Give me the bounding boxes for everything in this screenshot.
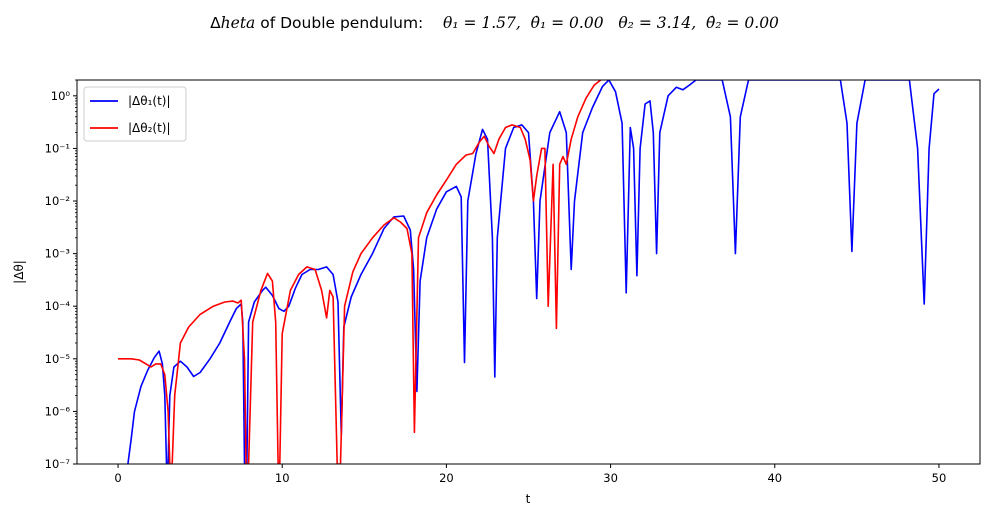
x-tick-label: 40: [767, 471, 782, 485]
y-tick-label: 10⁻³: [45, 247, 71, 261]
x-tick-label: 30: [603, 471, 618, 485]
y-axis-label: |Δθ|: [12, 260, 26, 284]
x-tick-label: 50: [932, 471, 947, 485]
chart-title: Δheta of Double pendulum: θ₁ = 1.57, θ̇₁…: [0, 14, 989, 32]
y-tick-label: 10⁻⁴: [45, 299, 71, 313]
plot-area-frame: [76, 79, 981, 465]
x-axis: 0 10 20 30 40 50: [114, 464, 946, 485]
title-prefix: Δ: [210, 14, 221, 32]
title-italic: heta: [220, 14, 256, 32]
x-tick-label: 10: [275, 471, 290, 485]
x-axis-label: t: [526, 492, 531, 506]
series-line-2: [118, 80, 602, 464]
y-tick-label: 10⁻⁶: [45, 404, 71, 418]
series-line-1: [127, 80, 940, 464]
y-tick-label: 10⁻²: [45, 194, 70, 208]
legend: |Δθ₁(t)| |Δθ₂(t)|: [83, 86, 187, 142]
legend-label-1: |Δθ₁(t)|: [128, 94, 171, 108]
x-tick-label: 20: [439, 471, 454, 485]
legend-label-2: |Δθ₂(t)|: [128, 121, 171, 135]
x-tick-label: 0: [114, 471, 121, 485]
y-tick-label: 10⁻⁷: [45, 457, 71, 471]
series-layer: [118, 80, 940, 464]
y-tick-label: 10⁰: [51, 89, 71, 103]
title-rest: of Double pendulum:: [255, 14, 443, 32]
y-tick-label: 10⁻⁵: [45, 352, 71, 366]
title-formula: θ₁ = 1.57, θ̇₁ = 0.00 θ₂ = 3.14, θ̇₂ = 0…: [442, 14, 779, 32]
y-axis: 10⁻⁷ 10⁻⁶ 10⁻⁵ 10⁻⁴ 10⁻³ 10⁻² 10⁻¹ 10⁰: [45, 79, 77, 471]
y-tick-label: 10⁻¹: [45, 141, 70, 155]
